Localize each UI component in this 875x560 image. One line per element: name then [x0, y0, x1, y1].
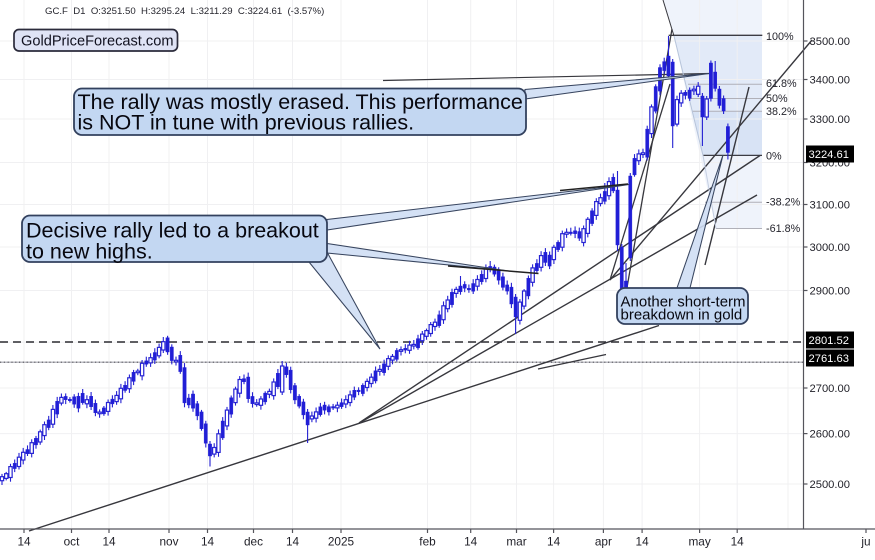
svg-text:is NOT in tune with previous r: is NOT in tune with previous rallies.: [78, 110, 415, 134]
svg-text:to new highs.: to new highs.: [26, 239, 153, 263]
svg-text:nov: nov: [159, 535, 178, 549]
svg-text:Decisive rally led to a breako: Decisive rally led to a breakout: [26, 218, 319, 242]
svg-text:3224.61: 3224.61: [809, 149, 849, 161]
svg-text:-61.8%: -61.8%: [766, 223, 801, 235]
svg-text:50%: 50%: [766, 93, 788, 105]
svg-text:apr: apr: [595, 535, 612, 549]
svg-text:100%: 100%: [766, 31, 794, 43]
svg-text:14: 14: [286, 535, 300, 549]
svg-text:Another short-term: Another short-term: [621, 293, 746, 310]
svg-text:61.8%: 61.8%: [766, 78, 797, 90]
svg-text:may: may: [688, 535, 710, 549]
svg-text:14: 14: [636, 535, 650, 549]
svg-text:14: 14: [464, 535, 478, 549]
svg-text:GC.F D1 O:3251.50 H:3295.24: GC.F D1 O:3251.50 H:3295.24 L:3211.29 C:…: [45, 6, 324, 17]
svg-text:breakdown in gold: breakdown in gold: [621, 306, 743, 323]
svg-text:GoldPriceForecast.com: GoldPriceForecast.com: [21, 34, 173, 50]
svg-text:2500.00: 2500.00: [810, 479, 850, 491]
svg-text:0%: 0%: [766, 151, 782, 163]
svg-text:oct: oct: [64, 535, 80, 549]
svg-text:3000.00: 3000.00: [810, 242, 850, 254]
svg-text:2025: 2025: [328, 535, 355, 549]
svg-text:-38.2%: -38.2%: [766, 197, 801, 209]
svg-text:2761.63: 2761.63: [809, 353, 849, 365]
svg-text:dec: dec: [244, 535, 263, 549]
svg-text:2801.52: 2801.52: [809, 335, 849, 347]
svg-text:38.2%: 38.2%: [766, 106, 797, 118]
svg-text:feb: feb: [419, 535, 436, 549]
svg-text:2700.00: 2700.00: [810, 383, 850, 395]
svg-text:3500.00: 3500.00: [810, 36, 850, 48]
svg-text:14: 14: [731, 535, 745, 549]
svg-text:3100.00: 3100.00: [810, 200, 850, 212]
svg-text:mar: mar: [506, 535, 526, 549]
svg-text:2900.00: 2900.00: [810, 286, 850, 298]
svg-text:3300.00: 3300.00: [810, 114, 850, 126]
svg-text:14: 14: [547, 535, 561, 549]
svg-text:ju: ju: [860, 535, 870, 549]
svg-text:14: 14: [201, 535, 215, 549]
svg-text:14: 14: [102, 535, 116, 549]
svg-text:2600.00: 2600.00: [810, 429, 850, 441]
svg-text:The rally was mostly erased. T: The rally was mostly erased. This perfor…: [78, 90, 523, 114]
svg-text:14: 14: [17, 535, 31, 549]
svg-text:3400.00: 3400.00: [810, 75, 850, 87]
